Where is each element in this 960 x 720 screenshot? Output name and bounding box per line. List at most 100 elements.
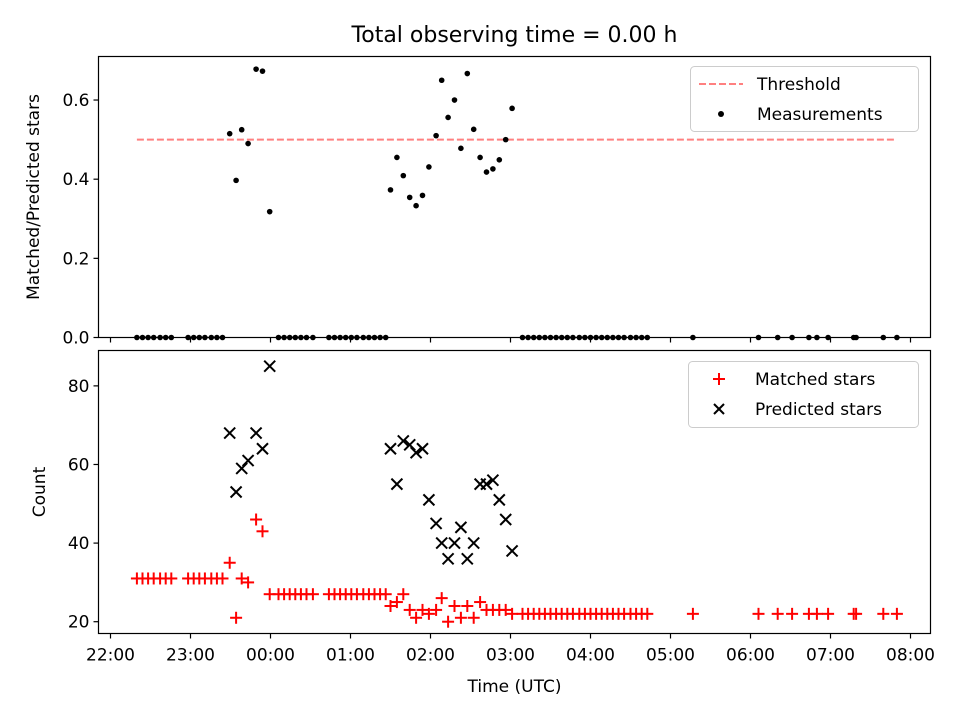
- matched-star-point: [435, 592, 448, 605]
- matched-star-point: [216, 572, 229, 585]
- predicted-star-point: [223, 426, 236, 440]
- matched-star-point: [223, 556, 236, 569]
- measurement-point: [406, 194, 413, 201]
- predicted-star-point: [467, 536, 480, 550]
- measurement-point: [413, 202, 419, 209]
- measurement-point: [266, 208, 273, 215]
- matched-star-point: [461, 599, 474, 612]
- top-legend: Threshold Measurements: [690, 66, 919, 132]
- measurement-point: [458, 145, 464, 152]
- predicted-star-point: [409, 446, 423, 459]
- matched-star-point: [448, 599, 461, 612]
- figure-title: Total observing time = 0.00 h: [351, 23, 678, 48]
- measurement-point: [470, 126, 477, 133]
- matched-star-point: [890, 607, 903, 620]
- predicted-star-point: [441, 552, 455, 566]
- measurement-point: [496, 156, 503, 163]
- predicted-star-point: [448, 536, 461, 550]
- bottom-y-tick-label: 80: [68, 377, 90, 397]
- measurement-point: [394, 154, 400, 161]
- matched-star-point: [256, 525, 269, 538]
- bottom-axes: 22:00 23:00 00:00 01:00 02:00 03:00 04:00 05:00…: [68, 377, 935, 666]
- matched-star-point: [506, 607, 519, 620]
- measurement-point: [233, 177, 239, 184]
- x-tick-label: 06:00: [726, 646, 775, 666]
- matched-stars-legend-swatch: [713, 373, 725, 385]
- matched-star-point: [850, 607, 863, 620]
- predicted-star-point: [263, 360, 276, 373]
- predicted-star-point: [505, 544, 519, 558]
- measurement-point: [509, 105, 515, 112]
- predicted-star-point: [397, 434, 410, 448]
- measurement-point: [245, 140, 251, 147]
- x-tick-label: 08:00: [886, 646, 935, 666]
- x-tick-label: 07:00: [806, 646, 855, 666]
- measurement-point: [426, 164, 432, 170]
- x-axis-label: Time (UTC): [467, 677, 562, 697]
- matched-star-point: [250, 513, 263, 526]
- matched-star-point: [403, 603, 416, 616]
- predicted-star-point: [499, 513, 512, 526]
- measurement-point: [238, 126, 245, 133]
- x-tick-label: 05:00: [646, 646, 695, 666]
- matched-star-point: [422, 607, 435, 620]
- predicted-star-point: [403, 438, 416, 452]
- measurement-point: [490, 166, 496, 172]
- predicted-stars-legend-label: Predicted stars: [755, 400, 882, 420]
- bottom-plot-data: [130, 360, 903, 628]
- matched-star-point: [822, 607, 835, 620]
- measurement-point: [445, 114, 451, 121]
- x-tick-label: 23:00: [166, 646, 215, 666]
- x-tick-label: 00:00: [246, 646, 295, 666]
- measurement-point: [259, 68, 266, 74]
- matched-star-point: [165, 572, 178, 585]
- predicted-star-point: [429, 517, 443, 530]
- measurement-point: [477, 154, 483, 161]
- measurement-point: [464, 70, 471, 77]
- x-tick-label: 01:00: [326, 646, 375, 666]
- x-tick-label: 04:00: [566, 646, 615, 666]
- predicted-star-point: [486, 474, 500, 487]
- predicted-star-point: [493, 493, 506, 507]
- bottom-axes-frame: [97, 349, 932, 635]
- top-y-tick-label: 0.2: [62, 249, 89, 269]
- matched-star-point: [379, 588, 392, 601]
- predicted-star-point: [422, 493, 436, 507]
- predicted-star-point: [235, 462, 248, 475]
- predicted-star-point: [461, 552, 474, 566]
- matched-star-point: [877, 607, 890, 620]
- threshold-legend-label: Threshold: [756, 75, 841, 95]
- matched-star-point: [306, 588, 319, 601]
- measurements-legend-label: Measurements: [757, 105, 883, 125]
- bottom-legend-box: [688, 361, 919, 428]
- top-y-axis-label: Matched/Predicted stars: [24, 94, 44, 300]
- measurement-point: [438, 77, 445, 84]
- predicted-star-point: [256, 442, 269, 455]
- matched-star-point: [235, 572, 248, 585]
- measurement-point: [451, 97, 458, 103]
- x-tick-label: 02:00: [406, 646, 455, 666]
- measurement-point: [502, 136, 509, 143]
- matched-star-point: [474, 596, 487, 609]
- matched-star-point: [454, 611, 467, 624]
- predicted-star-point: [390, 477, 404, 491]
- bottom-panel: 22:00 23:00 00:00 01:00 02:00 03:00 04:00 05:00…: [30, 349, 935, 697]
- bottom-y-tick-label: 60: [68, 455, 90, 475]
- measurement-point: [419, 192, 426, 199]
- x-tick-label: 03:00: [486, 646, 535, 666]
- matched-star-point: [752, 607, 765, 620]
- predicted-star-point: [229, 485, 243, 499]
- measurement-point: [226, 130, 233, 137]
- matched-star-point: [499, 603, 512, 616]
- matched-star-point: [786, 607, 799, 620]
- top-y-tick-label: 0.0: [62, 329, 89, 349]
- bottom-y-axis-label: Count: [30, 466, 50, 517]
- matched-star-point: [810, 607, 823, 620]
- matched-star-point: [771, 607, 784, 620]
- matched-star-point: [242, 576, 255, 589]
- matched-star-point: [686, 607, 699, 620]
- predicted-star-point: [416, 442, 429, 455]
- predicted-stars-legend-swatch: [713, 403, 725, 415]
- matched-star-point: [397, 588, 410, 601]
